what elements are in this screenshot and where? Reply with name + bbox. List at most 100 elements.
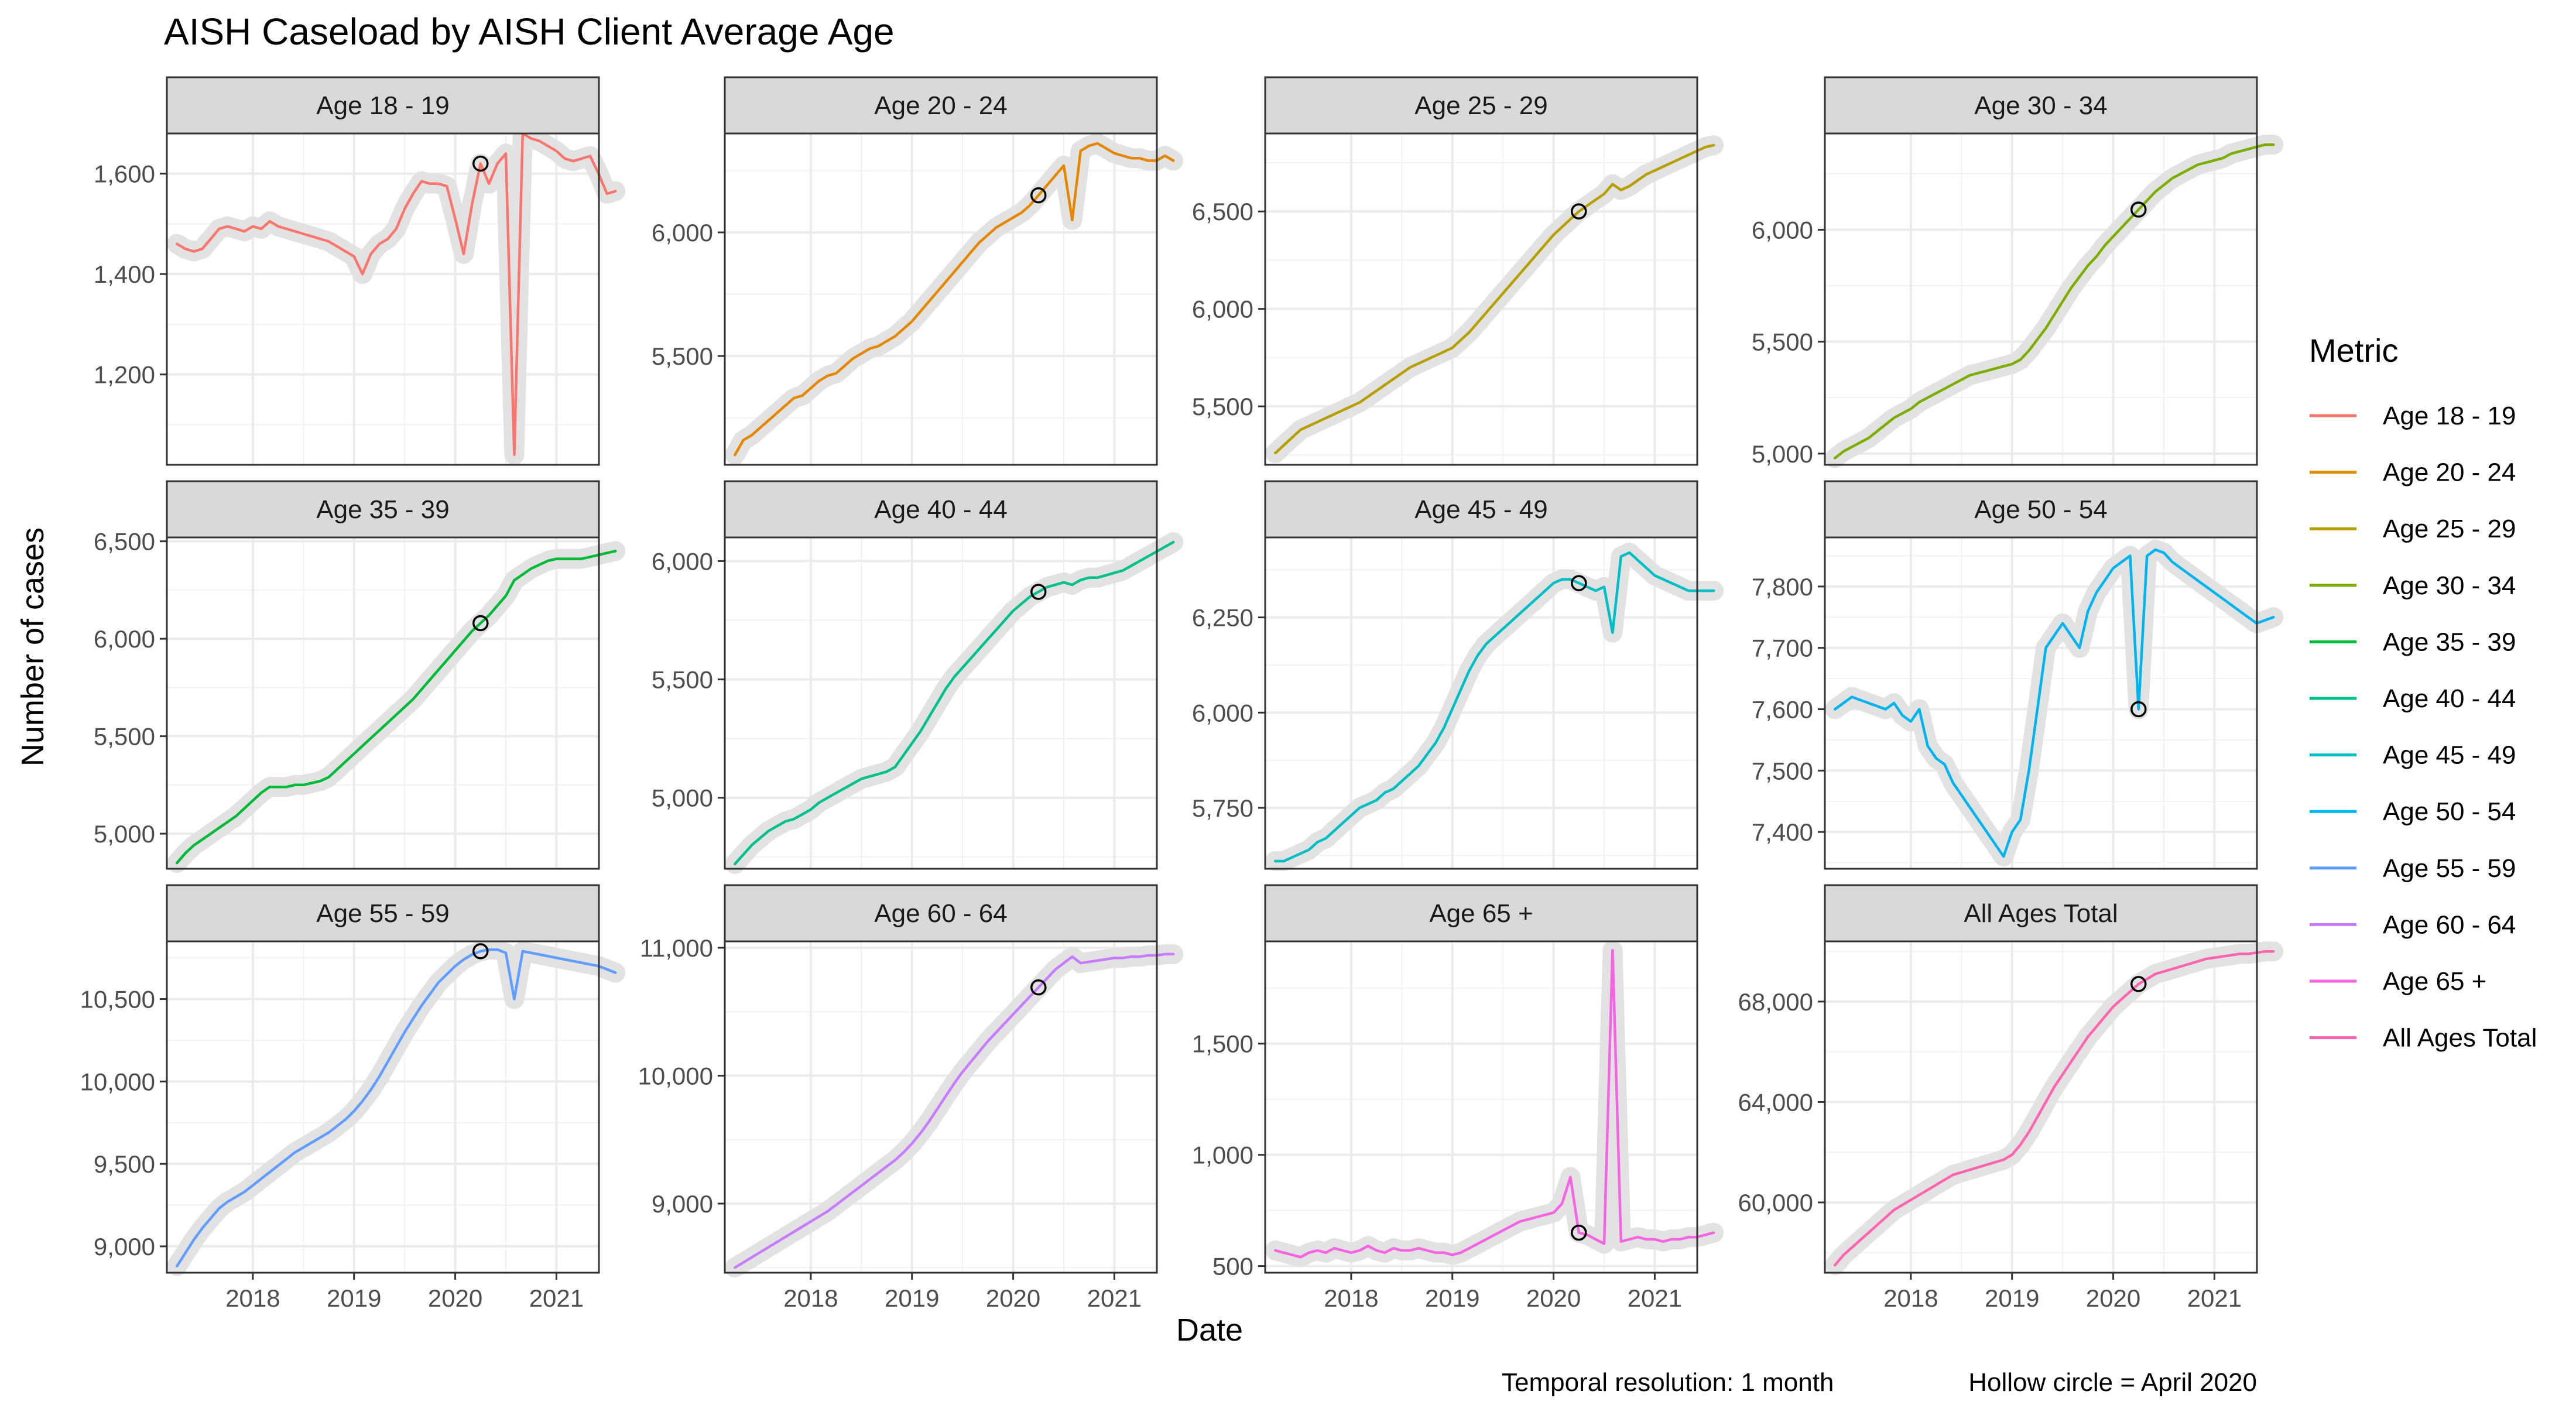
y-tick-label: 5,500 (94, 723, 155, 751)
y-tick-label: 10,000 (638, 1062, 713, 1089)
april-2020-marker (472, 943, 489, 959)
strip-label-age-30-34: Age 30 - 34 (1974, 91, 2108, 120)
panel-all-ages-total: All Ages Total 60,000 64,000 68,000 2018 2019… (1738, 884, 2284, 1312)
y-tick-label: 11,000 (640, 934, 713, 962)
x-tick-label: 2021 (2187, 1284, 2242, 1312)
april-2020-marker (1030, 979, 1047, 996)
y-tick-label: 7,500 (1752, 757, 1813, 784)
x-tick-label: 2020 (2086, 1284, 2140, 1312)
chart-title: AISH Caseload by AISH Client Average Age (164, 11, 895, 53)
caption-highlight-note: Hollow circle = April 2020 (1968, 1368, 2257, 1397)
series-line-age-65 (1274, 948, 1715, 1259)
caption-resolution: Temporal resolution: 1 month (1502, 1368, 1834, 1397)
y-tick-label: 7,700 (1752, 635, 1813, 662)
y-tick-label: 10,500 (80, 986, 155, 1013)
y-tick-label: 68,000 (1738, 988, 1813, 1016)
panel-background (1265, 941, 1697, 1273)
legend-label-age-55-59: Age 55 - 59 (2383, 854, 2516, 883)
strip-age-60-64 (724, 884, 1158, 943)
y-tick-label: 6,000 (1192, 296, 1253, 323)
y-tick-label: 6,000 (1192, 699, 1253, 727)
y-tick-label: 500 (1212, 1253, 1253, 1280)
panel-age-45-49: Age 45 - 49 5,750 6,000 6,250 (1192, 480, 1724, 871)
x-tick-label: 2019 (1985, 1284, 2039, 1312)
series-line-age-50-54 (1834, 548, 2275, 858)
y-tick-label: 6,250 (1192, 604, 1253, 632)
x-tick-label: 2021 (1628, 1284, 1682, 1312)
strip-age-20-24 (724, 76, 1158, 135)
x-tick-label: 2020 (986, 1284, 1040, 1312)
april-2020-marker (472, 615, 489, 632)
strip-age-50-54 (1824, 480, 2258, 539)
legend-label-age-40-44: Age 40 - 44 (2383, 684, 2516, 713)
x-tick-label: 2019 (327, 1284, 381, 1312)
legend: Age 18 - 19 Age 20 - 24 Age 25 - 29 Age 30 … (2310, 402, 2537, 1053)
y-tick-label: 64,000 (1738, 1088, 1813, 1116)
panel-age-20-24: Age 20 - 24 5,500 6,000 (652, 76, 1184, 466)
y-tick-label: 6,000 (1752, 216, 1813, 244)
strip-label-all-ages-total: All Ages Total (1964, 899, 2118, 928)
strip-label-age-18-19: Age 18 - 19 (316, 91, 450, 120)
x-tick-label: 2021 (1087, 1284, 1142, 1312)
strip-label-age-60-64: Age 60 - 64 (874, 899, 1008, 928)
y-tick-label: 1,500 (1192, 1030, 1253, 1058)
x-tick-label: 2021 (529, 1284, 584, 1312)
y-tick-label: 60,000 (1738, 1189, 1813, 1216)
legend-label-age-60-64: Age 60 - 64 (2383, 910, 2516, 939)
april-2020-marker (472, 155, 489, 172)
legend-label-age-45-49: Age 45 - 49 (2383, 741, 2516, 770)
legend-label-age-18-19: Age 18 - 19 (2383, 402, 2516, 430)
strip-age-45-49 (1264, 480, 1698, 539)
y-tick-label: 9,000 (94, 1233, 155, 1260)
panel-background (167, 941, 599, 1273)
y-tick-label: 7,800 (1752, 573, 1813, 601)
x-tick-label: 2019 (1425, 1284, 1479, 1312)
strip-label-age-45-49: Age 45 - 49 (1414, 495, 1548, 524)
april-2020-marker (1571, 203, 1587, 220)
april-2020-marker (1571, 575, 1587, 591)
y-tick-label: 6,000 (652, 547, 713, 575)
panels-grid: Age 18 - 19 1,200 1,400 1,600 Age 20 - 24 5,5… (80, 76, 2284, 1312)
strip-label-age-50-54: Age 50 - 54 (1974, 495, 2108, 524)
x-tick-label: 2019 (885, 1284, 939, 1312)
series-line-age-45-49 (1274, 551, 1715, 863)
strip-label-age-65: Age 65 + (1429, 899, 1533, 928)
panel-age-55-59: Age 55 - 59 9,000 9,500 10,000 10,500 2018 201… (80, 884, 626, 1312)
series-line-age-55-59 (176, 948, 617, 1267)
panel-age-40-44: Age 40 - 44 5,000 5,500 6,000 (652, 480, 1184, 874)
y-tick-label: 10,000 (80, 1068, 155, 1095)
april-2020-marker (2130, 976, 2147, 992)
x-tick-label: 2018 (783, 1284, 838, 1312)
legend-label-all-ages-total: All Ages Total (2383, 1024, 2537, 1053)
y-tick-label: 9,500 (94, 1150, 155, 1178)
x-axis-title: Date (1176, 1313, 1243, 1348)
strip-age-35-39 (166, 480, 600, 539)
panel-age-35-39: Age 35 - 39 5,000 5,500 6,000 6,500 (94, 480, 626, 873)
strip-age-30-34 (1824, 76, 2258, 135)
y-tick-label: 6,000 (652, 219, 713, 246)
y-tick-label: 5,500 (652, 342, 713, 370)
panel-age-50-54: Age 50 - 54 7,400 7,500 7,600 7,700 7,800 (1752, 480, 2284, 870)
series-line-age-60-64 (734, 952, 1175, 1269)
y-tick-label: 1,400 (94, 261, 155, 288)
strip-age-65 (1264, 884, 1698, 943)
x-tick-label: 2018 (1324, 1284, 1378, 1312)
strip-age-18-19 (166, 76, 600, 135)
april-2020-marker (1030, 187, 1047, 204)
legend-label-age-50-54: Age 50 - 54 (2383, 797, 2516, 826)
y-tick-label: 1,200 (94, 361, 155, 389)
strip-age-25-29 (1264, 76, 1698, 135)
series-line-age-25-29 (1274, 143, 1715, 455)
panel-background (167, 133, 599, 465)
legend-label-age-65: Age 65 + (2383, 967, 2486, 996)
y-tick-label: 7,600 (1752, 695, 1813, 723)
series-line-age-35-39 (176, 550, 617, 865)
y-tick-label: 7,400 (1752, 818, 1813, 846)
x-tick-label: 2020 (428, 1284, 482, 1312)
april-2020-marker (2130, 201, 2147, 218)
april-2020-marker (2130, 701, 2147, 718)
y-tick-label: 5,500 (1192, 393, 1253, 420)
y-tick-label: 5,000 (94, 820, 155, 848)
legend-label-age-25-29: Age 25 - 29 (2383, 515, 2516, 543)
